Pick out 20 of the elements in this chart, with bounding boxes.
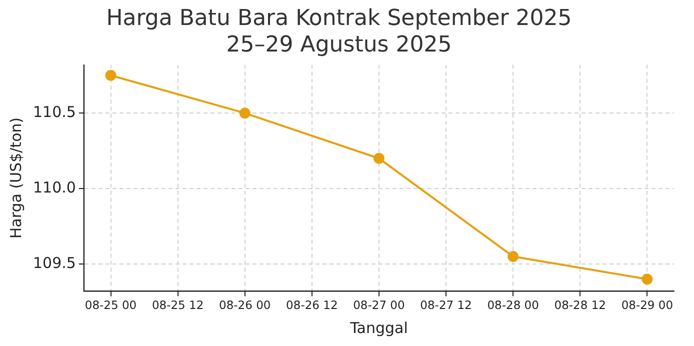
y-axis-title: Harga (US$/ton) [6, 117, 25, 239]
x-tick-label: 08-25 12 [152, 298, 204, 312]
point [105, 70, 116, 81]
y-tick-label: 109.5 [32, 254, 76, 272]
x-tick-label: 08-26 12 [286, 298, 338, 312]
point [642, 274, 653, 285]
y-tick-label: 110.0 [32, 178, 76, 196]
chart-title: Harga Batu Bara Kontrak September 2025 25–29 Agustus 2025 [106, 6, 572, 58]
point [373, 152, 384, 164]
x-tick-label: 08-27 00 [353, 298, 405, 312]
x-tick-label: 08-25 00 [84, 298, 137, 312]
point [239, 108, 250, 119]
x-tick-label: 08-29 00 [621, 298, 674, 312]
x-tick-label: 08-28 12 [554, 298, 606, 312]
point [508, 250, 519, 262]
x-tick-label: 08-26 00 [219, 298, 271, 312]
x-axis-title: Tanggal [349, 318, 408, 337]
y-tick-label: 110.5 [32, 102, 76, 121]
x-tick-label: 08-28 00 [487, 298, 539, 312]
x-tick-label: 08-27 12 [420, 298, 472, 312]
